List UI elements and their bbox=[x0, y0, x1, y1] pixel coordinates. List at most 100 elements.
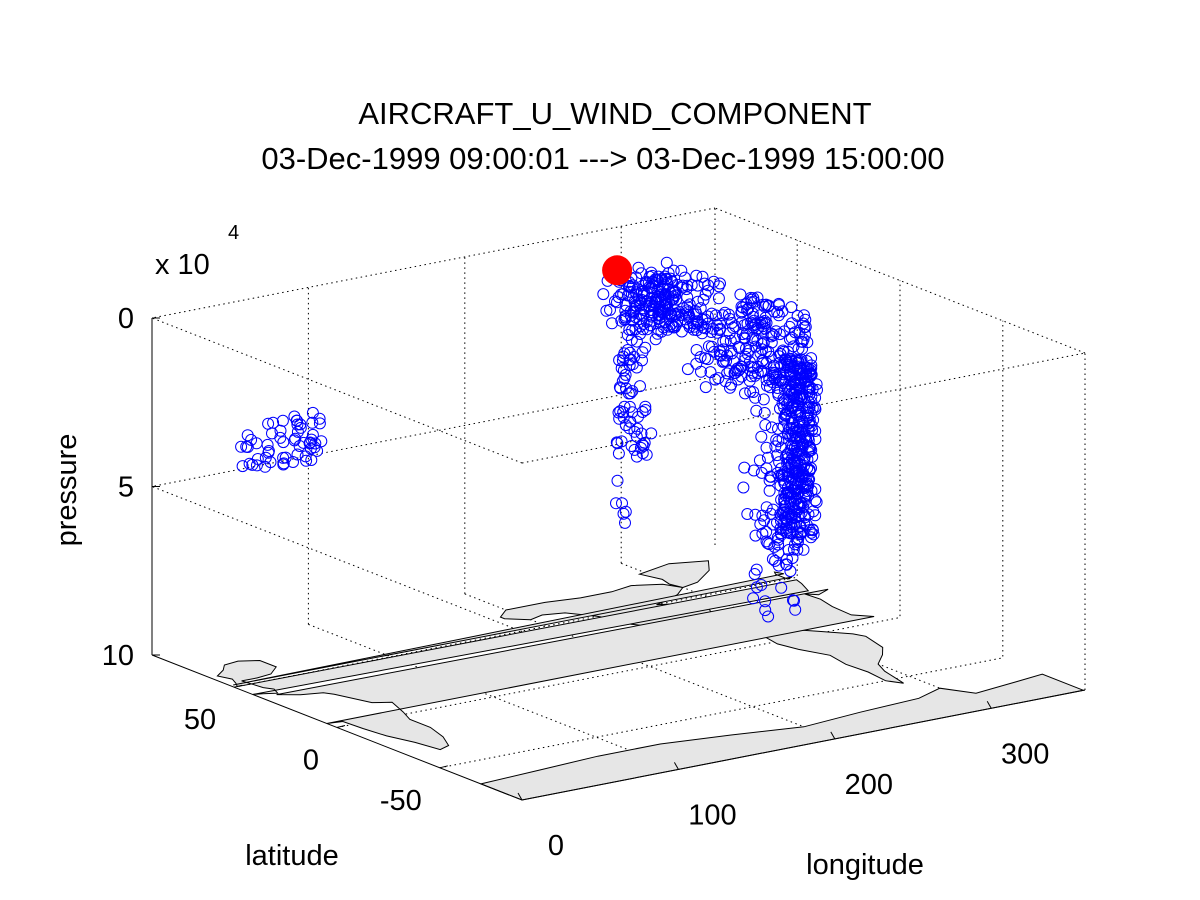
observation-point bbox=[613, 412, 626, 425]
series-north-america-cruise bbox=[597, 256, 726, 346]
observation-point bbox=[759, 604, 772, 617]
observation-point bbox=[755, 579, 768, 591]
observation-point bbox=[746, 307, 759, 320]
observation-point bbox=[723, 365, 736, 378]
observation-point bbox=[803, 385, 815, 398]
observation-point bbox=[624, 415, 637, 428]
observation-point bbox=[804, 367, 817, 380]
z-exponent-label: 4 bbox=[228, 222, 239, 244]
observation-point bbox=[798, 309, 810, 322]
observation-point bbox=[290, 414, 303, 427]
observation-point bbox=[774, 347, 787, 360]
observation-point bbox=[609, 295, 621, 308]
observation-point bbox=[801, 485, 814, 497]
observation-point bbox=[626, 314, 639, 327]
observation-point bbox=[747, 592, 760, 605]
observation-point bbox=[651, 327, 664, 340]
observation-point bbox=[641, 295, 654, 308]
observation-point bbox=[741, 304, 754, 316]
observation-point bbox=[274, 431, 287, 444]
observation-point bbox=[735, 316, 748, 329]
observation-point bbox=[235, 440, 248, 453]
x-tick-label: 300 bbox=[1001, 738, 1049, 770]
observation-point bbox=[713, 349, 726, 362]
observation-point bbox=[288, 434, 301, 447]
observation-point bbox=[705, 307, 718, 320]
observation-point bbox=[611, 474, 624, 487]
observation-point bbox=[736, 328, 749, 341]
grid-line-floor-lon bbox=[308, 623, 679, 770]
observation-point bbox=[757, 393, 770, 406]
observation-point bbox=[606, 317, 618, 330]
observation-point bbox=[645, 427, 658, 440]
observation-point bbox=[241, 429, 254, 442]
observation-point bbox=[259, 460, 272, 473]
observation-point bbox=[776, 397, 789, 410]
observation-point bbox=[755, 430, 768, 443]
observation-point bbox=[306, 406, 319, 419]
y-axis-label: latitude bbox=[245, 840, 339, 872]
observation-point bbox=[639, 404, 652, 416]
observation-point bbox=[626, 279, 639, 292]
observation-point bbox=[289, 432, 302, 445]
observation-point bbox=[719, 375, 732, 388]
observation-point bbox=[711, 326, 724, 339]
observation-point bbox=[612, 447, 625, 460]
observation-point bbox=[676, 279, 689, 292]
observation-point bbox=[630, 286, 642, 299]
observation-point bbox=[616, 497, 628, 510]
observation-point bbox=[749, 369, 761, 382]
observation-point bbox=[797, 497, 810, 509]
z-tick-label: 10 bbox=[102, 640, 134, 672]
observation-point bbox=[626, 385, 639, 398]
observation-point bbox=[623, 400, 636, 413]
observation-point bbox=[294, 418, 307, 431]
observation-point bbox=[713, 345, 726, 358]
y-tick-label: 50 bbox=[184, 704, 216, 736]
observation-point bbox=[297, 436, 310, 449]
observation-point bbox=[778, 394, 791, 407]
observation-point bbox=[675, 308, 688, 321]
observation-point bbox=[690, 269, 703, 282]
observation-point bbox=[810, 496, 823, 509]
observation-point bbox=[741, 348, 754, 360]
tick-labels: 0 5 10 -50 0 50 0 100 200 300 bbox=[102, 303, 1050, 862]
observation-point bbox=[797, 417, 810, 430]
observation-point bbox=[784, 365, 797, 378]
observation-point bbox=[619, 312, 632, 325]
observation-point bbox=[749, 391, 762, 404]
observation-point bbox=[789, 603, 802, 616]
x-tick-mark bbox=[986, 701, 992, 709]
observation-point bbox=[628, 425, 641, 438]
observation-point bbox=[760, 357, 773, 370]
observation-point bbox=[787, 543, 800, 556]
observation-point bbox=[654, 309, 666, 322]
observation-point bbox=[763, 373, 776, 386]
observation-point bbox=[701, 310, 714, 323]
observation-point bbox=[250, 437, 263, 450]
observation-point bbox=[771, 386, 784, 399]
observation-point bbox=[699, 352, 712, 365]
observation-point bbox=[667, 321, 680, 334]
land-greenland bbox=[637, 560, 710, 589]
land-europe bbox=[216, 579, 810, 695]
chart-title: AIRCRAFT_U_WIND_COMPONENT bbox=[358, 96, 871, 131]
observation-point bbox=[760, 441, 773, 454]
observation-point bbox=[617, 507, 630, 520]
observation-point bbox=[778, 325, 791, 338]
observation-point bbox=[611, 296, 623, 309]
observation-point bbox=[615, 435, 628, 448]
observation-point bbox=[784, 565, 797, 578]
observation-point bbox=[796, 440, 809, 453]
observation-point bbox=[673, 306, 686, 318]
observation-point bbox=[629, 299, 642, 312]
observation-point bbox=[765, 421, 778, 434]
observation-point bbox=[631, 422, 644, 435]
observation-point bbox=[639, 400, 652, 413]
observation-point bbox=[769, 440, 782, 453]
observation-point bbox=[306, 428, 319, 441]
observation-point bbox=[699, 381, 712, 394]
x-tick-mark bbox=[673, 762, 679, 770]
observation-point bbox=[618, 313, 631, 326]
observation-point bbox=[791, 536, 804, 549]
